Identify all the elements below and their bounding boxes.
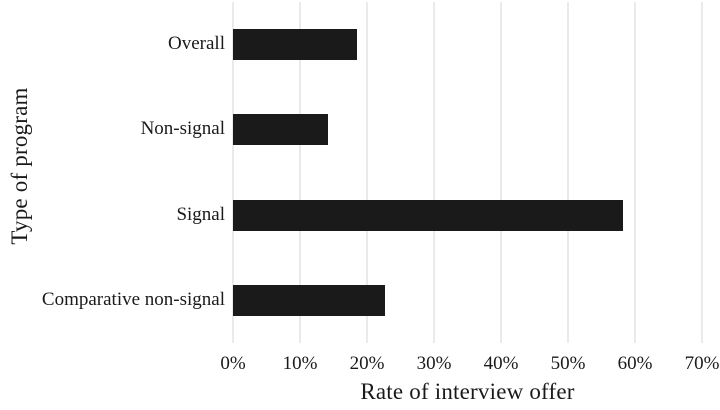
gridline-70% (701, 2, 703, 343)
x-tick-label: 40% (483, 353, 519, 374)
x-axis-title: Rate of interview offer (360, 379, 575, 404)
x-tick-label: 0% (220, 353, 246, 374)
category-label: Overall (168, 33, 225, 55)
category-label-row: Signal (0, 173, 225, 258)
gridline-0% (232, 2, 234, 343)
gridline-50% (567, 2, 569, 343)
bar-overall (233, 29, 357, 61)
gridline-20% (366, 2, 368, 343)
bar-series (233, 2, 702, 343)
gridline-30% (433, 2, 435, 343)
x-tick-label: 50% (550, 353, 586, 374)
bar-comparative-non-signal (233, 284, 386, 316)
x-tick-label: 10% (282, 353, 318, 374)
category-axis-labels: Overall Non-signal Signal Comparative non-s… (0, 2, 225, 343)
x-tick-label: 30% (416, 353, 452, 374)
category-label-row: Non-signal (0, 87, 225, 172)
category-label: Comparative non-signal (41, 288, 225, 310)
bar-row (233, 87, 702, 172)
category-label-row: Overall (0, 2, 225, 87)
bar-non-signal (233, 114, 329, 146)
plot-area (232, 2, 703, 343)
gridline-40% (500, 2, 502, 343)
x-axis-tick-labels: 0% 10% 20% 30% 40% 50% 60% 70% (220, 352, 719, 376)
bar-row (233, 258, 702, 343)
x-tick-label: 60% (617, 353, 653, 374)
x-tick-label: 20% (349, 353, 385, 374)
category-label: Non-signal (140, 118, 225, 140)
bar-row (233, 173, 702, 258)
x-tick-label: 70% (684, 353, 720, 374)
category-label-row: Comparative non-signal (0, 258, 225, 343)
bar-row (233, 2, 702, 87)
gridline-10% (299, 2, 301, 343)
category-label: Signal (176, 203, 225, 225)
bar-signal (233, 199, 623, 231)
gridline-60% (634, 2, 636, 343)
